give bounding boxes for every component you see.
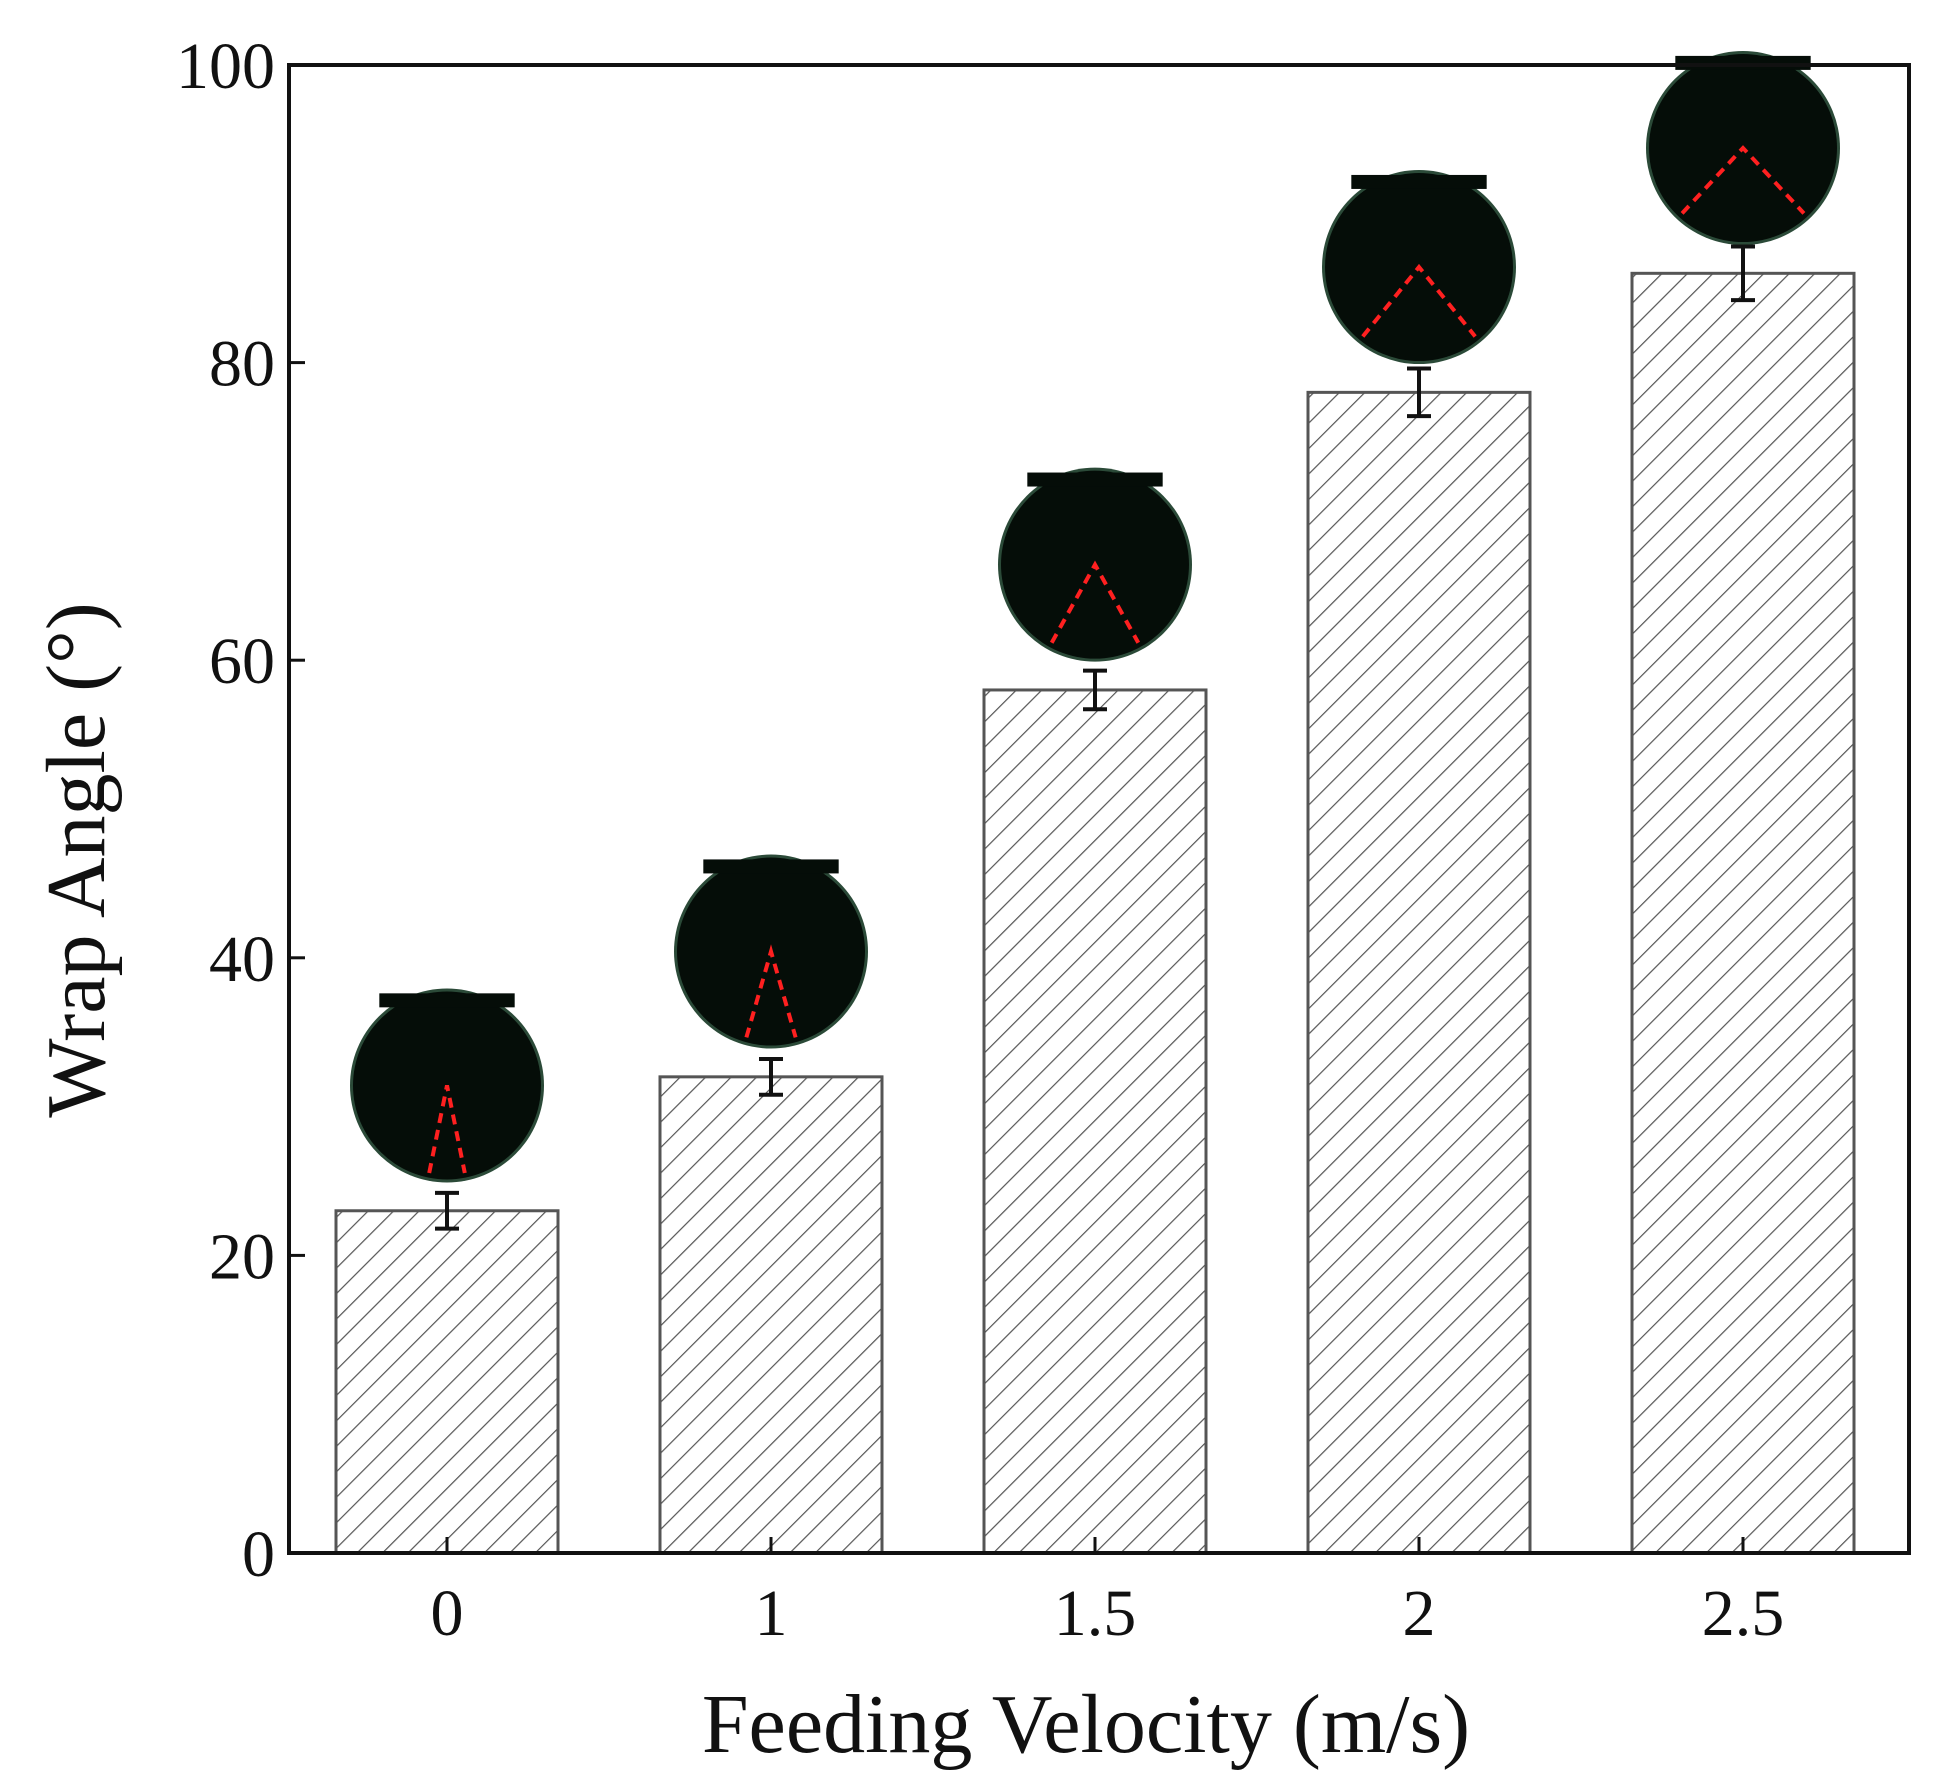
y-tick-label: 100 — [176, 30, 275, 103]
droplet-image — [350, 988, 544, 1183]
error-bars — [435, 244, 1755, 1231]
droplet-image — [674, 854, 868, 1049]
y-tick-label: 60 — [209, 625, 275, 698]
angle-lines — [1361, 263, 1477, 338]
y-tick-label: 80 — [209, 328, 275, 401]
y-axis-title: Wrap Angle (°) — [30, 602, 123, 1117]
x-axis: 0 1 1.5 2 2.5 — [431, 1537, 1785, 1650]
angle-lines — [427, 1085, 467, 1174]
x-tick-label: 1 — [755, 1577, 788, 1650]
error-bar — [759, 1056, 783, 1097]
plot-frame — [287, 63, 1911, 1555]
x-tick-label: 0 — [431, 1577, 464, 1650]
bar — [1630, 271, 1856, 1555]
bars — [334, 271, 1856, 1555]
x-tick-label: 2.5 — [1702, 1577, 1785, 1650]
error-bar — [1083, 668, 1107, 712]
error-bar — [435, 1190, 459, 1231]
droplet-insets — [350, 51, 1840, 1183]
y-tick-label: 20 — [209, 1220, 275, 1293]
bar — [1306, 390, 1532, 1555]
error-bar — [1407, 366, 1431, 419]
x-tick-label: 1.5 — [1054, 1577, 1137, 1650]
bar — [982, 688, 1208, 1555]
bar — [658, 1075, 884, 1555]
angle-lines — [744, 944, 798, 1038]
droplet-image — [1322, 170, 1516, 365]
bar — [334, 1209, 560, 1555]
error-bar — [1731, 244, 1755, 303]
angle-lines — [1049, 560, 1141, 644]
y-tick-label: 0 — [242, 1518, 275, 1591]
y-axis: 0 20 40 60 80 100 — [176, 30, 305, 1591]
y-tick-label: 40 — [209, 923, 275, 996]
x-tick-label: 2 — [1403, 1577, 1436, 1650]
x-axis-title: Feeding Velocity (m/s) — [702, 1678, 1470, 1771]
droplet-image — [1646, 51, 1840, 246]
droplet-image — [998, 467, 1192, 662]
angle-lines — [1680, 145, 1806, 215]
